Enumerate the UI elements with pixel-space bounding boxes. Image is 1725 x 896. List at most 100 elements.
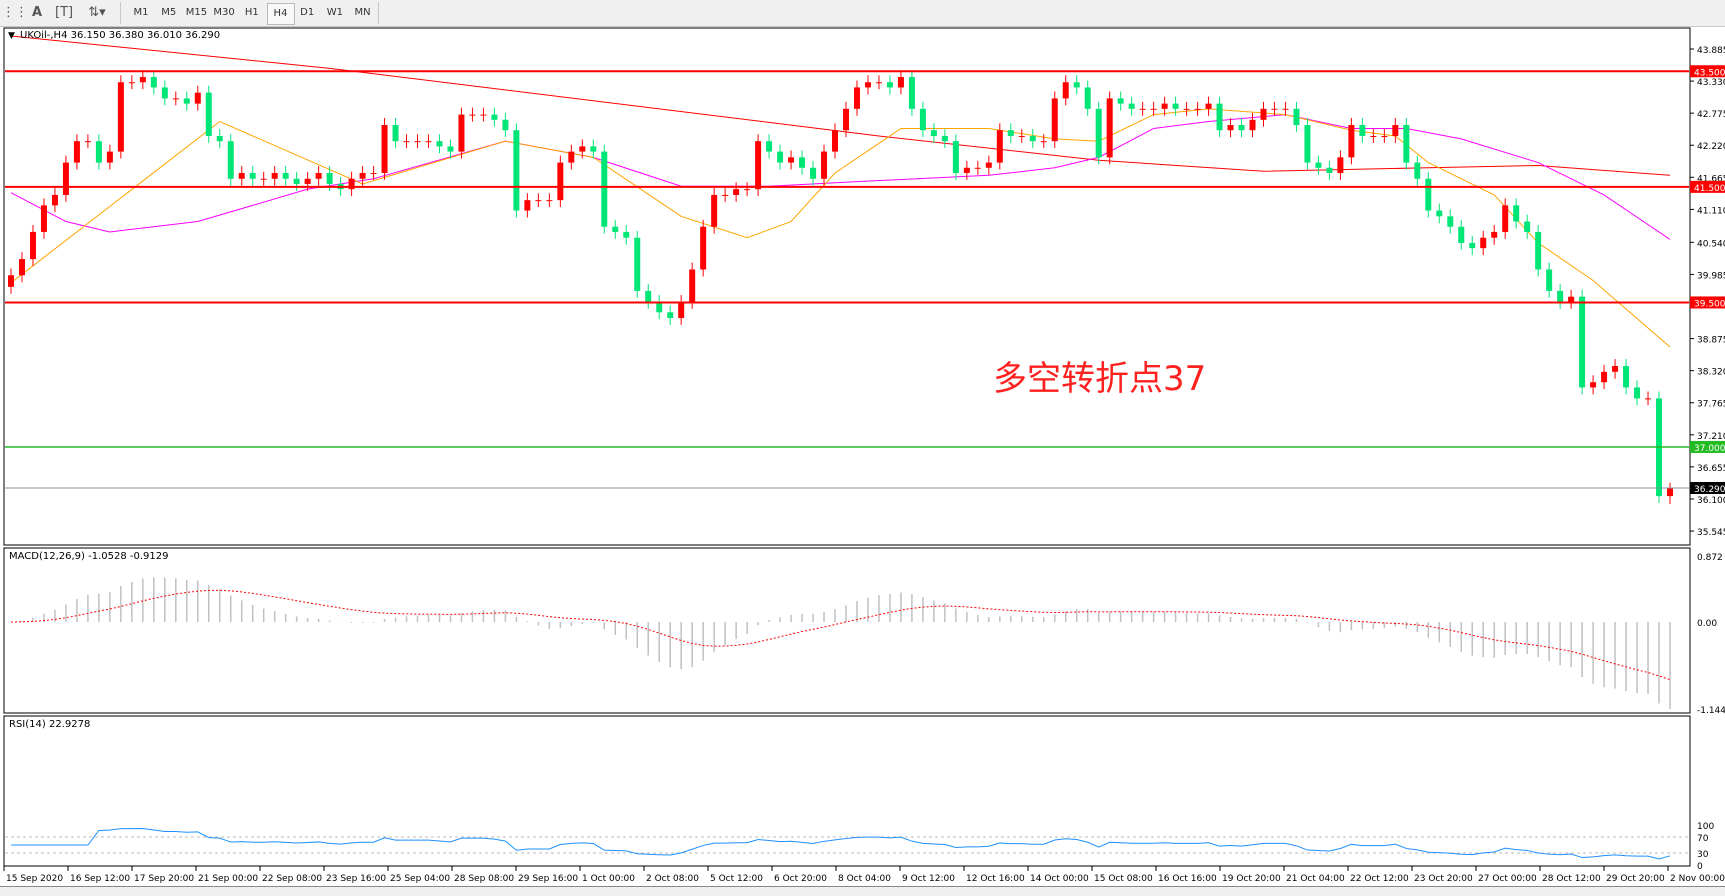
candle-bull xyxy=(260,178,267,180)
price-tick-label: 43.885 xyxy=(1697,46,1725,56)
timeframe-m30-button[interactable]: M30 xyxy=(213,7,235,18)
time-tick-label: 21 Oct 04:00 xyxy=(1286,874,1345,884)
toolbar: ⋮⋮ A [T] ⇅▾ M1 M5 M15 M30 H1 H4 D1 W1 MN xyxy=(0,0,1725,27)
level-price-label: 37.000 xyxy=(1694,444,1725,454)
candle-bull xyxy=(1051,98,1058,142)
candle-bull xyxy=(8,275,14,287)
timeframe-mn-button[interactable]: MN xyxy=(354,7,371,18)
level-price-tag xyxy=(1690,296,1725,309)
time-tick-label: 16 Sep 12:00 xyxy=(70,874,130,884)
time-tick-label: 9 Oct 12:00 xyxy=(902,874,955,884)
candle-bear xyxy=(205,92,212,136)
time-tick-label: 21 Sep 00:00 xyxy=(198,874,258,884)
chart-header: UKOil-,H4 36.150 36.380 36.010 36.290 xyxy=(20,30,220,41)
rsi-tick-label: 30 xyxy=(1697,850,1709,860)
candle-bear xyxy=(513,130,520,211)
annotation-text[interactable]: 多空转折点37 xyxy=(993,359,1206,399)
candle-bull xyxy=(985,162,992,168)
timeframe-d1-button[interactable]: D1 xyxy=(300,7,315,18)
candle-bear xyxy=(1128,103,1135,109)
candle-bull xyxy=(722,194,729,196)
time-tick-label: 5 Oct 12:00 xyxy=(710,874,763,884)
rsi-panel xyxy=(3,715,1691,867)
candle-bull xyxy=(963,167,970,173)
candle-bull xyxy=(1282,108,1289,110)
time-tick-label: 16 Oct 16:00 xyxy=(1158,874,1217,884)
candle-bull xyxy=(403,141,410,143)
candle-bull xyxy=(1194,108,1201,110)
chart-window[interactable]: 43.885 43.330 42.775 42.220 41.665 41.110 40.5… xyxy=(0,26,1725,886)
time-tick-label: 2 Oct 08:00 xyxy=(646,874,699,884)
time-tick-label: 28 Sep 08:00 xyxy=(454,874,514,884)
candle-bull xyxy=(1370,135,1377,137)
candle-bear xyxy=(216,135,223,142)
level-price-label: 41.500 xyxy=(1694,184,1725,194)
time-tick-label: 22 Sep 08:00 xyxy=(262,874,322,884)
candle-bear xyxy=(1216,103,1223,131)
candle-bear xyxy=(1414,162,1421,179)
candle-bull xyxy=(689,269,696,302)
candle-bull xyxy=(381,125,388,173)
timeframe-w1-button[interactable]: W1 xyxy=(326,7,344,18)
candle-bull xyxy=(1161,103,1168,109)
chart-tabs-bar[interactable] xyxy=(0,886,1725,896)
candle-bear xyxy=(667,312,674,319)
candle-bull xyxy=(1018,135,1025,137)
candle-bear xyxy=(1084,87,1091,109)
candle-bear xyxy=(183,98,190,104)
price-tick-label: 36.100 xyxy=(1697,496,1725,506)
candle-bull xyxy=(755,141,762,190)
candle-bear xyxy=(282,172,289,179)
time-tick-label: 23 Sep 16:00 xyxy=(326,874,386,884)
candle-bear xyxy=(1634,387,1641,399)
arrows-icon[interactable]: ⇅▾ xyxy=(88,5,106,20)
time-tick-label: 17 Sep 20:00 xyxy=(134,874,194,884)
candle-bear xyxy=(1304,125,1311,163)
candle-bull xyxy=(996,130,1003,163)
timeframe-h1-button[interactable]: H1 xyxy=(244,7,259,18)
candle-bull xyxy=(238,172,245,179)
timeframe-m1-button[interactable]: M1 xyxy=(133,7,149,18)
price-tick-label: 37.210 xyxy=(1697,432,1725,442)
candle-bull xyxy=(842,108,849,131)
candle-bull xyxy=(414,141,421,143)
time-tick-label: 29 Sep 16:00 xyxy=(518,874,578,884)
candle-bull xyxy=(546,200,553,202)
price-tick-label: 42.220 xyxy=(1697,142,1725,152)
candle-bull xyxy=(480,114,487,116)
candle-bear xyxy=(952,141,959,173)
text-label-icon[interactable]: [T] xyxy=(55,5,74,20)
candle-bear xyxy=(908,77,915,109)
candle-bull xyxy=(974,167,981,169)
candle-bear xyxy=(293,178,300,184)
text-A-icon[interactable]: A xyxy=(31,5,43,20)
candle-bear xyxy=(326,172,333,184)
candle-bear xyxy=(161,87,168,99)
candle-bull xyxy=(535,200,542,202)
candle-bull xyxy=(821,151,828,179)
candle-bear xyxy=(1293,108,1300,126)
price-tick-label: 36.655 xyxy=(1697,464,1725,474)
candle-bull xyxy=(18,259,25,276)
timeframe-m15-button[interactable]: M15 xyxy=(185,7,208,18)
axes: 43.885 43.330 42.775 42.220 41.665 41.110 40.5… xyxy=(3,46,1725,884)
candle-bear xyxy=(634,237,641,291)
candle-bull xyxy=(1249,119,1256,131)
candle-bull xyxy=(864,82,871,88)
candle-bear xyxy=(1524,221,1531,232)
collapse-triangle-icon[interactable]: ▼ xyxy=(8,31,15,41)
candle-bear xyxy=(1535,231,1542,270)
time-tick-label: 6 Oct 20:00 xyxy=(774,874,827,884)
grid-icon[interactable]: ⋮⋮ xyxy=(2,5,28,20)
candle-bear xyxy=(766,141,773,152)
candle-bull xyxy=(1040,141,1047,143)
timeframe-m5-button[interactable]: M5 xyxy=(161,7,177,18)
rsi-line xyxy=(11,828,1671,860)
candle-bull xyxy=(1260,108,1267,120)
candle-bear xyxy=(930,130,937,136)
candle-bull xyxy=(469,114,476,116)
candle-bull xyxy=(1337,157,1344,173)
price-tick-label: 38.875 xyxy=(1697,336,1725,346)
timeframe-h4-button[interactable]: H4 xyxy=(266,3,295,25)
candle-bear xyxy=(1557,290,1564,302)
